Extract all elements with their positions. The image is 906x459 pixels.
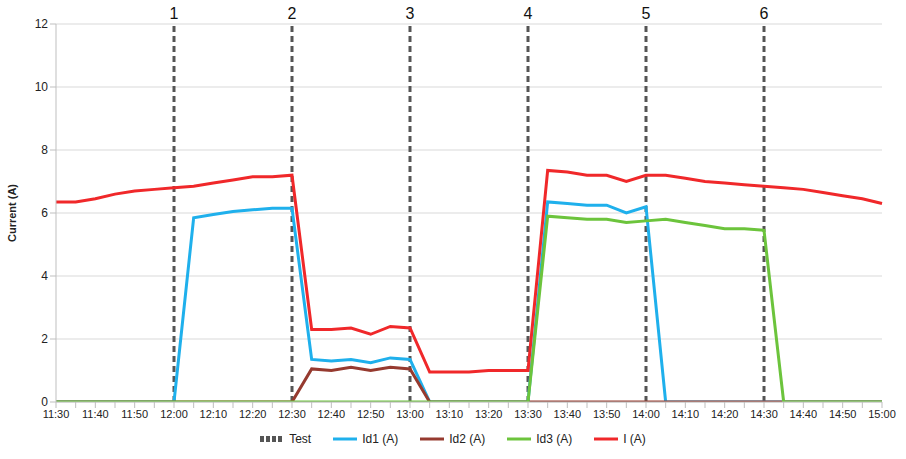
svg-text:1: 1 — [170, 5, 179, 22]
svg-text:2: 2 — [288, 5, 297, 22]
svg-text:10: 10 — [35, 80, 49, 94]
svg-text:13:40: 13:40 — [554, 408, 582, 420]
svg-text:14:30: 14:30 — [750, 408, 778, 420]
svg-text:2: 2 — [41, 332, 48, 346]
svg-text:0: 0 — [41, 395, 48, 409]
svg-text:14:50: 14:50 — [829, 408, 857, 420]
html-text:Id3 (A): Id3 (A) — [536, 432, 573, 446]
svg-text:5: 5 — [642, 5, 651, 22]
svg-text:12:30: 12:30 — [278, 408, 306, 420]
svg-text:14:20: 14:20 — [711, 408, 739, 420]
svg-text:11:30: 11:30 — [43, 408, 70, 420]
html-text:Id2 (A): Id2 (A) — [449, 432, 486, 446]
svg-text:6: 6 — [41, 206, 48, 220]
svg-text:14:10: 14:10 — [672, 408, 700, 420]
svg-text:3: 3 — [406, 5, 415, 22]
svg-text:13:30: 13:30 — [514, 408, 542, 420]
svg-text:13:20: 13:20 — [475, 408, 503, 420]
svg-text:12:10: 12:10 — [200, 408, 228, 420]
svg-text:13:50: 13:50 — [593, 408, 621, 420]
svg-text:13:00: 13:00 — [396, 408, 424, 420]
svg-text:14:40: 14:40 — [790, 408, 818, 420]
svg-text:Current (A): Current (A) — [6, 184, 18, 242]
html-text:Test: Test — [289, 432, 312, 446]
svg-text:12:00: 12:00 — [160, 408, 188, 420]
svg-text:12:40: 12:40 — [318, 408, 346, 420]
svg-text:14:00: 14:00 — [632, 408, 660, 420]
svg-text:6: 6 — [760, 5, 769, 22]
svg-text:4: 4 — [524, 5, 533, 22]
svg-text:11:40: 11:40 — [82, 408, 109, 420]
html-text:Id1 (A): Id1 (A) — [362, 432, 399, 446]
svg-text:11:50: 11:50 — [121, 408, 148, 420]
svg-text:8: 8 — [41, 143, 48, 157]
svg-text:15:00: 15:00 — [868, 408, 896, 420]
html-text:I (A): I (A) — [623, 432, 646, 446]
svg-text:12: 12 — [35, 17, 49, 31]
svg-text:4: 4 — [41, 269, 48, 283]
svg-text:13:10: 13:10 — [436, 408, 464, 420]
svg-text:12:50: 12:50 — [357, 408, 385, 420]
svg-text:12:20: 12:20 — [239, 408, 267, 420]
